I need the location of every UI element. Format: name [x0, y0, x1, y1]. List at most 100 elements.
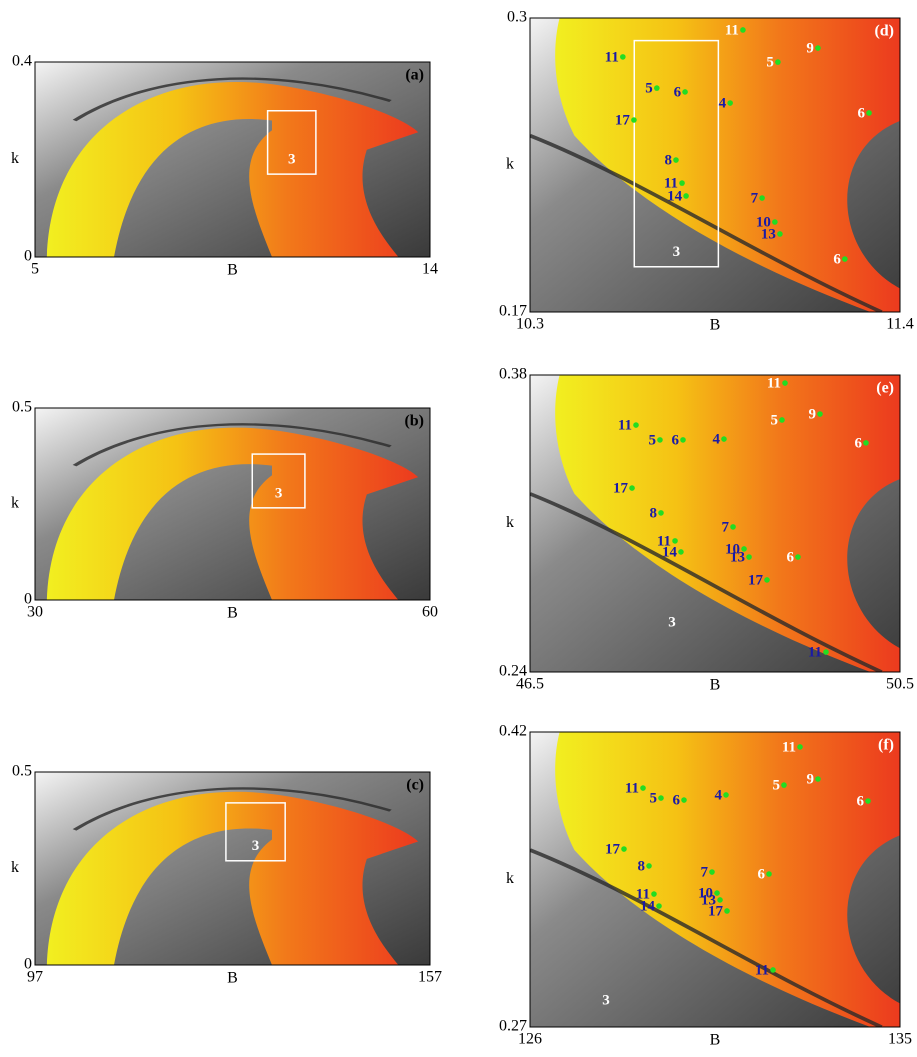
marker — [724, 908, 730, 914]
marker — [631, 117, 637, 123]
annotation: 5 — [766, 55, 774, 71]
y-tick-label: 0.27 — [499, 1018, 527, 1035]
annotation: 11 — [605, 49, 619, 65]
y-tick-label: 0.38 — [499, 366, 527, 383]
annotation: 17 — [613, 481, 629, 497]
marker — [777, 231, 783, 237]
annotation: 9 — [806, 41, 814, 57]
zoom-box-label: 3 — [288, 152, 296, 168]
marker — [746, 554, 752, 560]
annotation: 5 — [649, 791, 657, 807]
marker — [723, 792, 729, 798]
annotation: 8 — [638, 858, 646, 874]
x-axis-label: B — [227, 605, 238, 622]
marker — [621, 846, 627, 852]
annotation: 9 — [806, 771, 814, 787]
marker — [842, 256, 848, 262]
parameter-plane — [530, 732, 900, 1027]
annotation: 11 — [767, 375, 781, 391]
y-tick-label: 0.3 — [507, 9, 527, 26]
annotation: 9 — [808, 406, 816, 422]
marker — [797, 744, 803, 750]
annotation: 14 — [667, 188, 683, 204]
y-axis-label: k — [506, 514, 514, 531]
marker — [775, 59, 781, 65]
marker — [658, 510, 664, 516]
marker — [740, 27, 746, 33]
annotation: 17 — [748, 572, 764, 588]
annotation: 6 — [786, 549, 794, 565]
annotation: 17 — [708, 903, 724, 919]
panel-label: (e) — [876, 380, 894, 397]
annotation: 11 — [755, 962, 769, 978]
annotation: 5 — [770, 412, 778, 428]
zoom-box-label: 3 — [275, 485, 283, 501]
y-tick-label: 0 — [24, 248, 32, 265]
marker — [682, 89, 688, 95]
y-axis-label: k — [11, 150, 19, 167]
annotation: 11 — [725, 22, 739, 38]
marker — [764, 577, 770, 583]
annotation: 4 — [712, 432, 720, 448]
annotation: 5 — [648, 432, 656, 448]
marker — [681, 797, 687, 803]
y-tick-label: 0 — [24, 956, 32, 973]
marker — [672, 538, 678, 544]
panel: 51400.4Bk(a)3 — [11, 53, 438, 279]
annotation: 8 — [649, 505, 657, 521]
y-axis-label: k — [11, 495, 19, 512]
marker — [727, 100, 733, 106]
marker — [629, 485, 635, 491]
panel-label: (a) — [405, 67, 424, 84]
panel-label: (c) — [406, 777, 424, 794]
x-tick-label: 11.4 — [886, 316, 913, 333]
parameter-plane — [35, 772, 430, 965]
annotation: 13 — [730, 549, 745, 565]
marker — [633, 422, 639, 428]
annotation: 6 — [758, 866, 766, 882]
y-axis-label: k — [506, 870, 514, 887]
marker — [815, 45, 821, 51]
panel-label: (f) — [878, 737, 894, 754]
x-tick-label: 60 — [422, 604, 438, 621]
annotation: 5 — [645, 81, 653, 97]
annotation: 14 — [662, 544, 678, 560]
annotation: 6 — [674, 84, 682, 100]
parameter-plane — [35, 62, 430, 257]
x-axis-label: B — [227, 262, 238, 279]
annotation: 13 — [761, 226, 776, 242]
y-tick-label: 0.42 — [499, 723, 527, 740]
annotation: 5 — [772, 778, 780, 794]
y-tick-label: 0.5 — [12, 763, 32, 780]
panel: 10.311.40.170.3Bk(d)31111595641768111471… — [499, 9, 914, 334]
marker — [779, 417, 785, 423]
marker — [654, 85, 660, 91]
marker — [640, 785, 646, 791]
marker — [866, 110, 872, 116]
marker — [766, 871, 772, 877]
marker — [782, 380, 788, 386]
annotation: 3 — [602, 992, 610, 1008]
parameter-plane — [35, 408, 430, 600]
annotation: 8 — [664, 152, 672, 168]
annotation: 6 — [833, 252, 841, 268]
y-axis-label: k — [506, 156, 514, 173]
y-tick-label: 0.24 — [499, 663, 527, 680]
marker — [865, 798, 871, 804]
zoom-box-label: 3 — [673, 244, 681, 260]
annotation: 11 — [625, 780, 639, 796]
annotation: 6 — [673, 792, 681, 808]
annotation: 7 — [722, 519, 730, 535]
marker — [683, 193, 689, 199]
x-tick-label: 135 — [888, 1031, 912, 1048]
marker — [795, 554, 801, 560]
annotation: 3 — [668, 614, 676, 630]
annotation: 11 — [618, 418, 632, 434]
marker — [656, 903, 662, 909]
annotation: 7 — [700, 864, 708, 880]
annotation: 11 — [782, 739, 796, 755]
marker — [717, 897, 723, 903]
marker — [815, 776, 821, 782]
